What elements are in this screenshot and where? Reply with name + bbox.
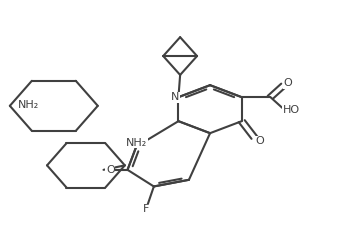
Text: NH₂: NH₂ [18,100,40,110]
Text: O: O [106,165,115,175]
Text: HO: HO [283,105,300,115]
Text: N: N [171,92,179,102]
Text: O: O [284,78,293,88]
Text: NH₂: NH₂ [127,138,148,148]
Text: O: O [255,136,264,146]
Text: F: F [143,204,149,214]
